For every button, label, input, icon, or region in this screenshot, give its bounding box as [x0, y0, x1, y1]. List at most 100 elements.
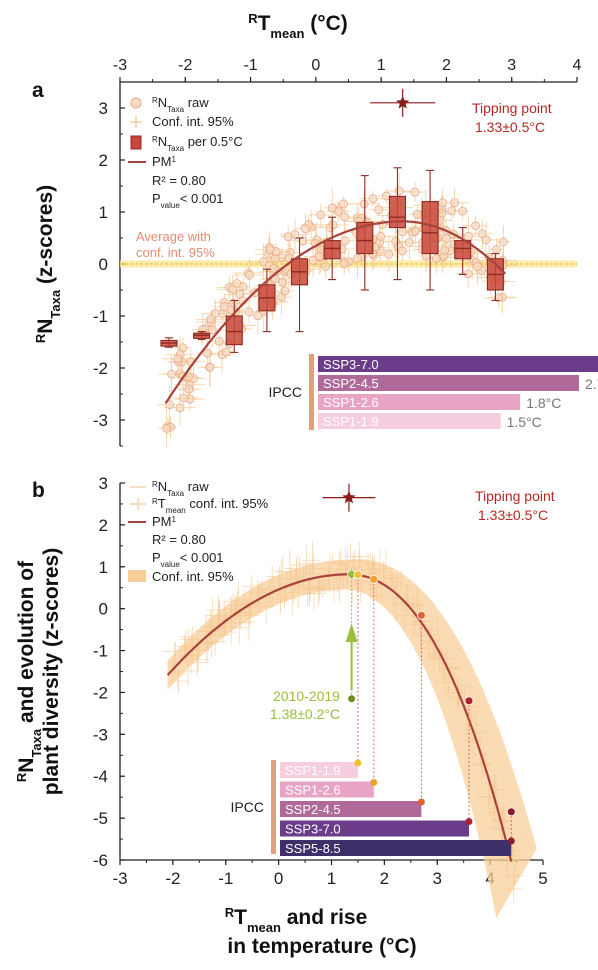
panel-a-raw-point	[205, 362, 215, 372]
panel-a-raw-point	[265, 245, 275, 255]
panel-b-x-tick-label: 5	[538, 869, 547, 888]
legend-raw-label: RNTaxa raw	[152, 95, 209, 114]
panel-a-y-tick-label: 1	[99, 203, 108, 222]
panel-b-y-tick-label: 1	[99, 558, 108, 577]
panel-b-pm-fit-line	[166, 573, 513, 862]
legend-b-band-marker	[128, 570, 146, 582]
panel-b-ipcc-bracket	[271, 760, 276, 854]
panel-a-average-label: conf. int. 95%	[136, 245, 215, 260]
panel-a-raw-point	[173, 354, 183, 364]
panel-b-raw-trace	[162, 541, 524, 903]
legend-b-pvalue: Pvalue< 0.001	[152, 550, 224, 569]
panel-a-raw-point	[207, 325, 217, 335]
panel-a-y-tick-label: -2	[93, 359, 108, 378]
panel-a-x-tick-label: -3	[113, 57, 127, 74]
panel-b-x-tick-label: 2	[380, 869, 389, 888]
panel-a-raw-point	[340, 212, 350, 222]
panel-a-label: a	[32, 79, 44, 102]
panel-b-y-label-line2: plant diversity (z-scores)	[40, 548, 63, 795]
panel-a-raw-point	[440, 245, 450, 255]
panel-b-ipcc: IPCC SSP1-1.9 SSP1-2.6 SSP2-4.5 SSP3-7.0 SSP5…	[231, 574, 515, 856]
panel-a-ipcc-bar-name: SSP1-2.6	[323, 395, 379, 410]
panel-b-ipcc-bar-name: SSP2-4.5	[285, 802, 341, 817]
panel-b-ipcc-dot	[465, 818, 473, 825]
panel-b-x-tick-label: 3	[433, 869, 442, 888]
panel-a-raw-point	[397, 246, 407, 256]
panel-a-x-tick-label: -1	[243, 57, 257, 74]
panel-b-x-label-line2: in temperature (°C)	[227, 935, 416, 958]
panel-a-x-label: RTmean (°C)	[248, 11, 348, 41]
panel-a-raw-point	[471, 221, 481, 231]
panel-a-ipcc-bar-value: 2.7°C	[585, 376, 598, 392]
legend-box-label: RNTaxa per 0.5°C	[152, 134, 243, 153]
panel-a-raw-point	[412, 209, 422, 219]
panel-b-ipcc-bar	[280, 820, 469, 837]
panel-a-raw-point	[340, 236, 350, 246]
panel-a-raw-point	[283, 232, 293, 241]
panel-a-tipping-star	[396, 95, 410, 109]
panel-a-ipcc-bar	[318, 413, 501, 429]
panel-a-raw-point	[359, 199, 369, 209]
legend-b-pm-label: PM1	[152, 514, 177, 529]
panel-a-raw-point	[464, 231, 473, 241]
panel-a-raw-point	[167, 369, 176, 379]
panel-b-y-tick-label: -2	[93, 683, 108, 702]
panel-a-x-tick-label: 2	[442, 57, 451, 74]
panel-b-ipcc-bar	[280, 781, 374, 798]
panel-a-raw-point	[245, 270, 254, 280]
panel-b-y-tick-label: -6	[93, 851, 108, 870]
panel-a-raw-point	[398, 227, 407, 237]
panel-a-box-7	[388, 167, 407, 281]
legend-b-band-label: Conf. int. 95%	[152, 569, 234, 584]
panel-a-raw-point	[269, 263, 279, 273]
panel-a-box-4	[290, 237, 309, 333]
panel-b-projection-point	[353, 570, 363, 580]
panel-a-box-9	[454, 227, 472, 275]
panel-b-projection-point	[416, 610, 426, 620]
panel-a-box-1	[193, 331, 211, 340]
panel-a-box-5	[323, 216, 341, 281]
panel-a-x-tick-label: 0	[311, 57, 320, 74]
panel-a-raw-point	[314, 251, 324, 261]
panel-a-raw-point	[280, 286, 290, 296]
panel-a-y-tick-label: 0	[99, 255, 108, 274]
panel-b-projection-point	[464, 696, 474, 706]
panel-a-ipcc-bracket	[309, 354, 314, 430]
panel-b-y-tick-label: -5	[93, 809, 108, 828]
panel-a-raw-point	[384, 249, 394, 259]
panel-a-raw-point	[441, 234, 451, 243]
panel-b-tipping-label: Tipping point	[475, 488, 555, 504]
panel-a-raw-point	[339, 199, 349, 209]
panel-a-raw-point	[374, 205, 384, 215]
panel-a-ipcc-bar	[318, 394, 521, 410]
panel-a-average-label: Average with	[136, 229, 211, 244]
panel-a-y-tick-label: -1	[93, 307, 108, 326]
panel-b-label: b	[32, 479, 45, 502]
legend-raw-marker	[130, 97, 142, 109]
panel-a-pm-fit-line	[164, 220, 506, 404]
panel-a-box-body	[323, 240, 341, 260]
panel-b-ipcc-dot	[507, 837, 515, 845]
panel-b-y-tick-label: -1	[93, 642, 108, 661]
panel-a-tipping-label: Tipping point	[472, 100, 552, 116]
panel-a-box-body	[454, 240, 472, 260]
panel-a-raw-point	[165, 400, 175, 410]
panel-a-raw-point	[327, 203, 337, 213]
panel-a-raw-point	[328, 220, 338, 230]
panel-a-y-tick-label: 2	[99, 151, 108, 170]
panel-a-x-tick-label: 3	[507, 57, 516, 74]
panel-b-projection-point	[369, 574, 379, 584]
panel-a-raw-point	[321, 262, 331, 271]
legend-b-r2: R² = 0.80	[152, 532, 206, 547]
panel-a-raw-point	[438, 198, 447, 208]
panel-a-raw-point	[316, 210, 326, 220]
panel-b-y-tick-label: -3	[93, 725, 108, 744]
panel-a-raw-point	[179, 393, 189, 403]
panel-b-x-tick-label: 1	[327, 869, 336, 888]
panel-a-y-label: RNTaxa (z-scores)	[33, 185, 63, 343]
panel-b-ipcc-bar-name: SSP1-2.6	[285, 783, 341, 798]
panel-b-confidence-band	[167, 559, 537, 918]
